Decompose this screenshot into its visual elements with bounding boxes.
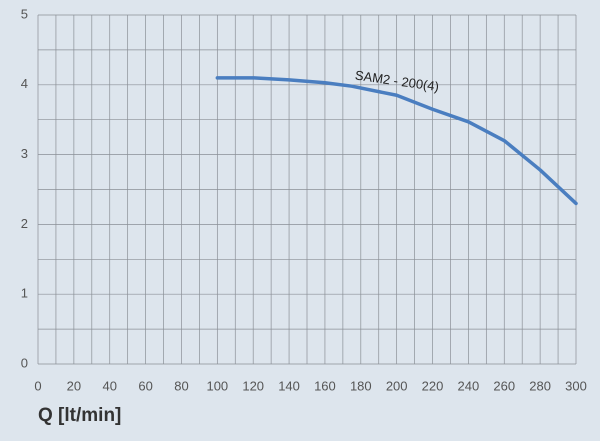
y-tick-label: 5 bbox=[21, 6, 28, 21]
x-tick-label: 160 bbox=[314, 378, 336, 393]
y-tick-label: 4 bbox=[21, 76, 28, 91]
x-tick-label: 300 bbox=[565, 378, 587, 393]
x-tick-label: 80 bbox=[174, 378, 188, 393]
x-tick-label: 220 bbox=[422, 378, 444, 393]
x-tick-label: 280 bbox=[529, 378, 551, 393]
y-tick-label: 3 bbox=[21, 146, 28, 161]
x-tick-label: 100 bbox=[206, 378, 228, 393]
x-tick-label: 140 bbox=[278, 378, 300, 393]
series-line bbox=[215, 76, 578, 206]
x-tick-label: 0 bbox=[34, 378, 41, 393]
x-tick-label: 180 bbox=[350, 378, 372, 393]
x-tick-label: 240 bbox=[458, 378, 480, 393]
y-tick-label: 2 bbox=[21, 216, 28, 231]
x-tick-label: 40 bbox=[102, 378, 116, 393]
x-tick-label: 120 bbox=[242, 378, 264, 393]
x-tick-label: 20 bbox=[67, 378, 81, 393]
y-tick-label: 0 bbox=[21, 355, 28, 370]
y-tick-label: 1 bbox=[21, 286, 28, 301]
x-tick-label: 260 bbox=[493, 378, 515, 393]
x-tick-label: 200 bbox=[386, 378, 408, 393]
x-axis-label: Q [lt/min] bbox=[38, 405, 121, 426]
x-tick-label: 60 bbox=[138, 378, 152, 393]
